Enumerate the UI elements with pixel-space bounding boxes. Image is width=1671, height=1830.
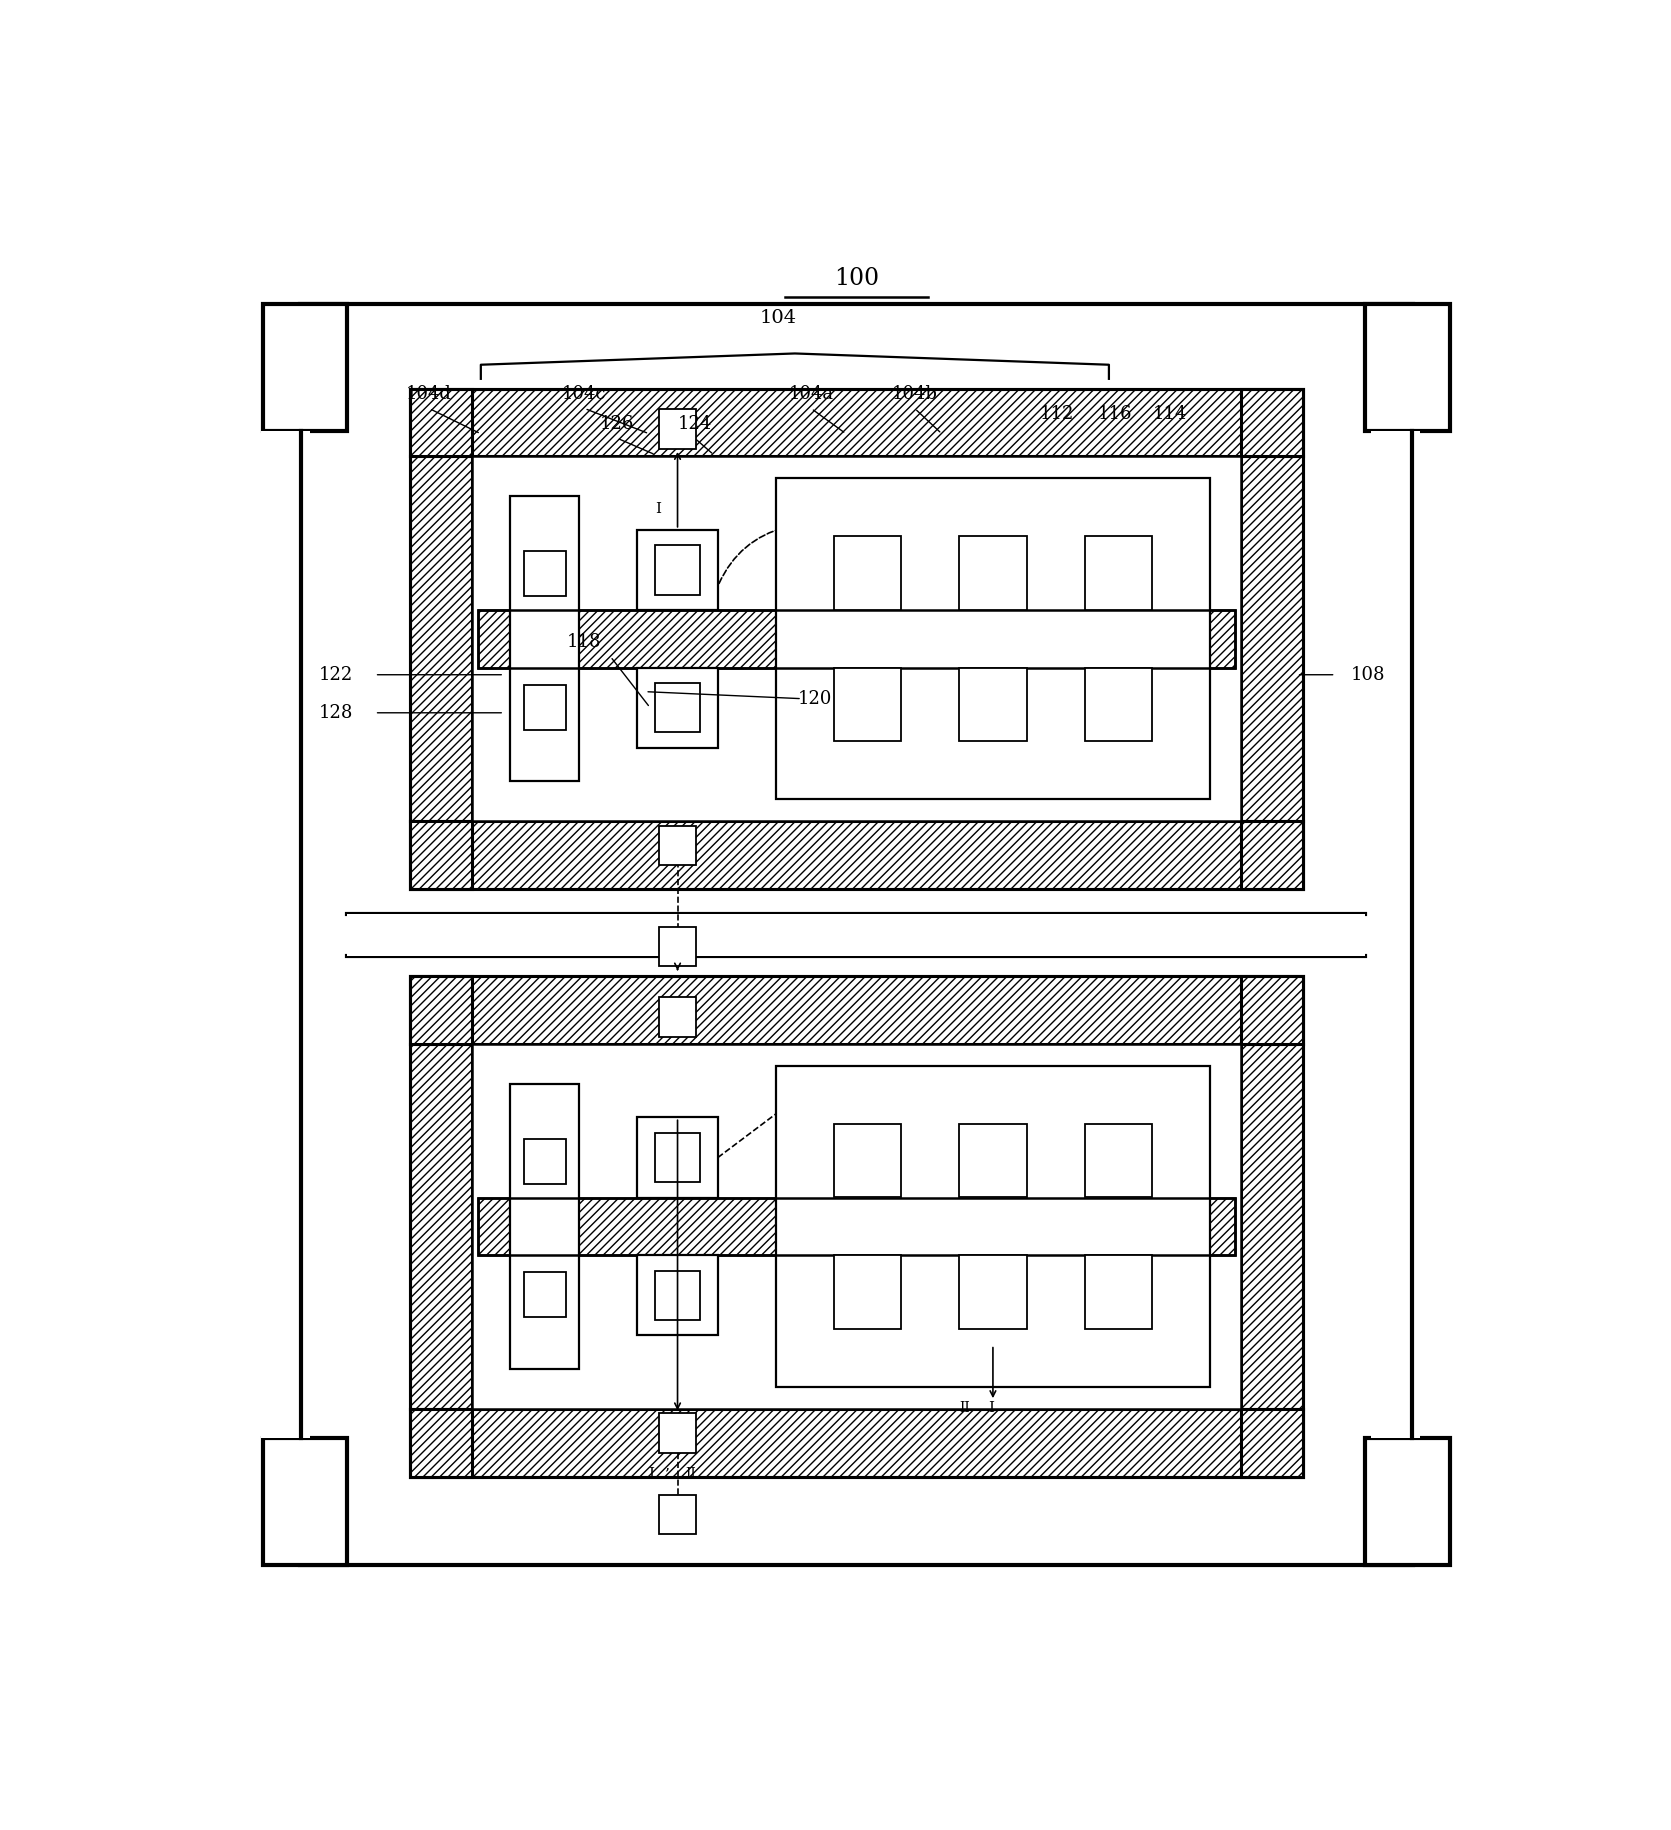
Bar xyxy=(1084,1255,1151,1329)
Bar xyxy=(775,1065,1210,1387)
Text: 122: 122 xyxy=(319,666,353,684)
Bar xyxy=(655,1133,700,1182)
Bar xyxy=(1084,1124,1151,1197)
Text: 116: 116 xyxy=(1098,404,1133,423)
Bar xyxy=(637,1255,719,1336)
Bar xyxy=(264,304,348,430)
Bar xyxy=(834,1124,901,1197)
Bar xyxy=(660,997,695,1036)
Bar xyxy=(1242,1409,1303,1477)
Bar xyxy=(959,668,1026,741)
Bar xyxy=(1242,975,1303,1043)
Text: 104a: 104a xyxy=(789,386,834,403)
Bar xyxy=(409,1409,1303,1477)
Bar xyxy=(510,496,580,781)
Bar xyxy=(655,545,700,595)
Bar xyxy=(510,1083,580,1369)
Bar xyxy=(1242,822,1303,889)
Bar xyxy=(471,1043,1242,1409)
Bar xyxy=(959,1255,1026,1329)
Text: 128: 128 xyxy=(319,705,353,721)
Bar xyxy=(1242,388,1303,456)
Bar xyxy=(478,1197,1235,1255)
Text: ’: ’ xyxy=(665,1468,670,1480)
Bar xyxy=(525,551,565,597)
Bar xyxy=(1242,1043,1303,1409)
Bar xyxy=(409,975,1303,1043)
Text: 114: 114 xyxy=(1153,404,1186,423)
Text: II: II xyxy=(685,1468,695,1480)
Bar xyxy=(409,388,471,456)
Text: II: II xyxy=(959,1402,971,1415)
Bar xyxy=(409,1409,471,1477)
Bar xyxy=(660,1495,695,1534)
Text: 118: 118 xyxy=(566,633,602,651)
Bar xyxy=(478,1197,1235,1255)
Bar xyxy=(655,683,700,732)
Text: 108: 108 xyxy=(1350,666,1385,684)
Bar xyxy=(478,609,1235,668)
Bar xyxy=(834,668,901,741)
Bar xyxy=(525,1138,565,1184)
Text: 120: 120 xyxy=(797,690,832,708)
Bar xyxy=(409,388,1303,889)
Bar xyxy=(637,1118,719,1197)
Bar xyxy=(409,822,1303,889)
Bar xyxy=(637,529,719,609)
Bar xyxy=(660,1413,695,1453)
Bar xyxy=(660,825,695,866)
Bar xyxy=(1084,536,1151,609)
Bar xyxy=(660,926,695,966)
Bar xyxy=(525,1272,565,1318)
Bar xyxy=(409,456,471,822)
Bar xyxy=(409,975,1303,1477)
Text: 124: 124 xyxy=(677,415,712,434)
Bar xyxy=(959,536,1026,609)
Bar xyxy=(1365,304,1449,430)
Bar xyxy=(1242,456,1303,822)
Bar xyxy=(775,478,1210,800)
Bar xyxy=(1370,430,1420,1438)
Bar xyxy=(834,1255,901,1329)
Bar xyxy=(1365,1438,1449,1565)
Bar xyxy=(959,1124,1026,1197)
Bar xyxy=(478,609,1235,668)
Text: 104b: 104b xyxy=(892,386,937,403)
Text: I: I xyxy=(648,1468,655,1480)
Bar xyxy=(409,1043,471,1409)
Bar xyxy=(409,822,471,889)
Bar xyxy=(348,913,1365,955)
Text: 104: 104 xyxy=(760,309,797,328)
Bar xyxy=(525,684,565,730)
Bar xyxy=(1084,668,1151,741)
Bar xyxy=(261,430,309,1438)
Text: I: I xyxy=(655,501,662,516)
Bar xyxy=(409,388,1303,456)
Bar xyxy=(655,1270,700,1319)
Bar xyxy=(264,1438,348,1565)
Text: 104c: 104c xyxy=(561,386,607,403)
Bar xyxy=(299,304,1414,1565)
Text: 112: 112 xyxy=(1039,404,1074,423)
Text: I: I xyxy=(988,1402,994,1415)
Bar xyxy=(471,456,1242,822)
Bar xyxy=(834,536,901,609)
Bar xyxy=(660,410,695,448)
Text: 104d: 104d xyxy=(406,386,451,403)
Text: 126: 126 xyxy=(600,415,633,434)
Bar xyxy=(409,975,471,1043)
Bar xyxy=(637,668,719,748)
Text: 100: 100 xyxy=(834,267,879,291)
